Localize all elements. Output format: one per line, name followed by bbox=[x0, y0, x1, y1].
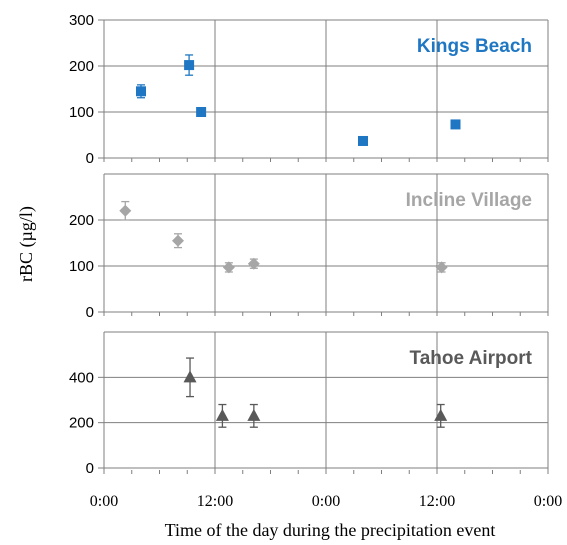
data-point bbox=[358, 135, 368, 146]
x-tick-label: 12:00 bbox=[419, 493, 455, 510]
y-tick-label: 0 bbox=[86, 304, 94, 321]
panel-3: 0 200 400 Tahoe Airport bbox=[69, 331, 549, 477]
x-tick-label: 0:00 bbox=[534, 493, 562, 510]
panel-title: Tahoe Airport bbox=[410, 348, 533, 369]
data-point bbox=[222, 261, 235, 274]
data-point bbox=[247, 408, 261, 421]
y-tick-label: 100 bbox=[69, 104, 94, 121]
data-point bbox=[450, 119, 461, 130]
x-axis-title: Time of the day during the precipitation… bbox=[165, 520, 496, 540]
y-tick-label: 200 bbox=[69, 212, 94, 229]
panel-title: Incline Village bbox=[406, 190, 532, 211]
y-tick-label: 200 bbox=[69, 58, 94, 75]
y-tick-label: 0 bbox=[86, 460, 94, 477]
x-tick-label: 0:00 bbox=[90, 493, 118, 510]
panel-2: 0 100 200 Incline Village bbox=[69, 173, 549, 321]
data-point bbox=[434, 408, 448, 421]
data-point bbox=[184, 60, 195, 71]
y-tick-label: 100 bbox=[69, 258, 94, 275]
data-point bbox=[119, 204, 132, 217]
data-point bbox=[136, 86, 146, 97]
x-tick-label: 0:00 bbox=[312, 493, 340, 510]
data-point bbox=[435, 261, 448, 274]
y-tick-label: 400 bbox=[69, 369, 94, 386]
data-point bbox=[196, 107, 207, 117]
y-tick-label: 300 bbox=[69, 12, 94, 29]
y-tick-label: 200 bbox=[69, 415, 94, 432]
data-point bbox=[172, 234, 184, 247]
panel-1: 0 100 200 300 Kings Beach bbox=[69, 12, 549, 167]
data-point bbox=[215, 408, 229, 421]
data-point bbox=[247, 257, 260, 270]
y-axis-title: rBC (µg/l) bbox=[16, 206, 37, 282]
x-tick-labels: 0:00 12:00 0:00 12:00 0:00 bbox=[90, 493, 562, 510]
panel-title: Kings Beach bbox=[417, 36, 532, 57]
panels-layer: 0 100 200 300 Kings Beach 0 100 200 Incline Vill… bbox=[69, 12, 549, 477]
data-point bbox=[183, 370, 197, 383]
y-tick-label: 0 bbox=[86, 150, 94, 167]
x-tick-label: 12:00 bbox=[197, 493, 233, 510]
